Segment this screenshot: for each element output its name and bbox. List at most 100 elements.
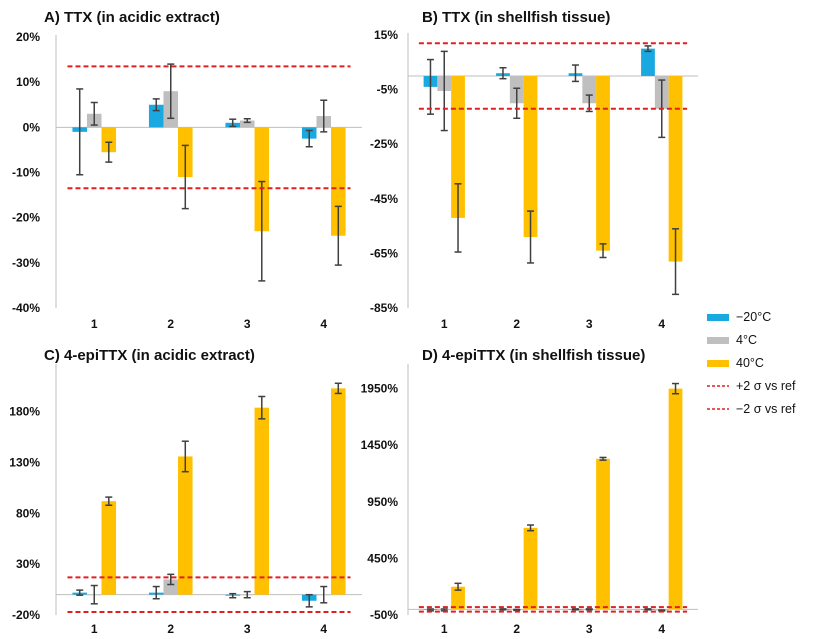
panel-c-bar-forty [254, 407, 270, 595]
panel-c-bar-forty [101, 501, 117, 595]
panel-a-error-bar-four [243, 118, 251, 124]
legend-item: −20°C [707, 310, 771, 324]
panel-d-error-bar-forty [454, 582, 462, 591]
panel-d-error-bar-four [513, 608, 521, 612]
panel-c-bar-four [163, 579, 179, 595]
panel-a-y-tick-label: 0% [23, 120, 41, 134]
panel-a-category-label: 3 [244, 317, 251, 331]
panel-b-error-bar-minus20 [499, 67, 507, 80]
legend-item: 40°C [707, 356, 764, 370]
panel-a-category-label: 1 [91, 317, 98, 331]
panel-c-error-bar-forty [334, 382, 342, 395]
panel-b-error-bar-four [513, 87, 521, 120]
panel-b-y-tick-label: -85% [370, 301, 398, 315]
panel-b-y-tick-label: -25% [370, 137, 398, 151]
panel-b: B) TTX (in shellfish tissue) 15% -5% -25% -… [370, 9, 698, 331]
panel-a-error-bar-four [90, 101, 98, 126]
panel-c-error-bar-minus20 [229, 592, 237, 599]
panel-c-error-bar-minus20 [152, 585, 160, 600]
panel-b-error-bar-forty [527, 210, 535, 264]
panel-b-category-label: 4 [658, 317, 665, 331]
panel-c-error-bar-forty [258, 395, 266, 420]
panel-b-bar-forty [523, 75, 538, 238]
panel-b-error-bar-minus20 [426, 58, 434, 115]
panel-d-category-label: 3 [586, 622, 593, 636]
panel-a-bar-minus20 [148, 104, 164, 128]
panel-a: A) TTX (in acidic extract) 20% 10% 0% -10% -… [12, 9, 362, 331]
legend-item: +2 σ vs ref [707, 379, 796, 393]
panel-a-y-tick-label: 10% [16, 75, 40, 89]
panel-a-y-tick-label: 20% [16, 30, 40, 44]
panel-c-error-bar-minus20 [76, 589, 84, 596]
legend-label: −2 σ vs ref [736, 402, 796, 416]
panel-a-error-bar-four [167, 63, 175, 120]
legend-swatch [707, 314, 729, 321]
legend-item: −2 σ vs ref [707, 402, 796, 416]
legend-label: +2 σ vs ref [736, 379, 796, 393]
panel-c-category-label: 4 [320, 622, 327, 636]
panel-d-y-tick-label: 950% [367, 495, 398, 509]
panel-d-title: D) 4-epiTTX (in shellfish tissue) [422, 347, 645, 364]
legend-swatch [707, 337, 729, 344]
panel-c-error-bar-four [243, 590, 251, 599]
panel-c-category-label: 3 [244, 622, 251, 636]
panel-d-error-bar-minus20 [571, 608, 579, 611]
panel-b-error-bar-four [440, 50, 448, 132]
panel-d-error-bar-minus20 [499, 608, 507, 611]
panel-c-y-tick-label: 130% [9, 456, 40, 470]
panel-d-bar-forty [668, 388, 683, 610]
panel-c-y-tick-label: 80% [16, 506, 40, 520]
panel-c-error-bar-four [320, 585, 328, 604]
panel-a-y-tick-label: -40% [12, 301, 40, 315]
panel-d-y-tick-label: 450% [367, 551, 398, 565]
legend-label: −20°C [736, 310, 771, 324]
panel-d: D) 4-epiTTX (in shellfish tissue) 1950%1… [361, 347, 698, 636]
panel-c-y-tick-label: 180% [9, 405, 40, 419]
panel-d-y-tick-label: 1950% [361, 382, 399, 396]
panel-c-category-label: 1 [91, 622, 98, 636]
panel-a-error-bar-forty [258, 180, 266, 282]
panel-a-y-tick-label: -10% [12, 166, 40, 180]
panel-b-error-bar-forty [672, 228, 680, 296]
panel-d-error-bar-forty [672, 382, 680, 395]
panel-b-y-tick-label: -65% [370, 246, 398, 260]
panel-b-y-tick-label: 15% [374, 28, 398, 42]
panel-b-bar-four [582, 75, 597, 104]
panel-a-bar-forty [101, 127, 117, 153]
panel-d-error-bar-minus20 [644, 608, 652, 611]
panel-b-title: B) TTX (in shellfish tissue) [422, 9, 610, 26]
panel-b-error-bar-minus20 [571, 64, 579, 83]
panel-c-error-bar-forty [181, 440, 189, 473]
panel-b-y-tick-label: -45% [370, 192, 398, 206]
panel-b-category-label: 3 [586, 317, 593, 331]
panel-c-error-bar-forty [105, 496, 113, 506]
panel-b-error-bar-minus20 [644, 45, 652, 53]
panel-b-category-label: 1 [441, 317, 448, 331]
panel-b-category-label: 2 [513, 317, 520, 331]
panel-a-error-bar-forty [181, 144, 189, 210]
panel-d-category-label: 1 [441, 622, 448, 636]
panel-c-title: C) 4-epiTTX (in acidic extract) [44, 347, 255, 364]
legend-label: 4°C [736, 333, 757, 347]
panel-d-category-label: 4 [658, 622, 665, 636]
panel-b-bar-minus20 [641, 48, 655, 76]
panel-c-bar-forty [331, 388, 346, 595]
panel-a-category-label: 4 [320, 317, 327, 331]
panel-d-bar-forty [523, 527, 538, 610]
panel-a-error-bar-minus20 [76, 88, 84, 176]
panel-b-bar-forty [668, 75, 683, 262]
panel-b-bar-forty [596, 75, 610, 251]
legend-swatch [707, 360, 729, 367]
panel-b-bar-forty [451, 75, 465, 218]
panel-a-error-bar-four [320, 99, 328, 133]
panel-c-category-label: 2 [167, 622, 174, 636]
panel-c-error-bar-four [90, 584, 98, 605]
panel-d-error-bar-forty [527, 524, 535, 532]
panel-a-error-bar-minus20 [305, 129, 313, 148]
panel-c-y-tick-label: 30% [16, 557, 40, 571]
panel-a-y-tick-label: -30% [12, 256, 40, 270]
panel-d-y-tick-label: 1450% [361, 438, 399, 452]
panel-a-bar-forty [331, 127, 346, 236]
legend-label: 40°C [736, 356, 764, 370]
